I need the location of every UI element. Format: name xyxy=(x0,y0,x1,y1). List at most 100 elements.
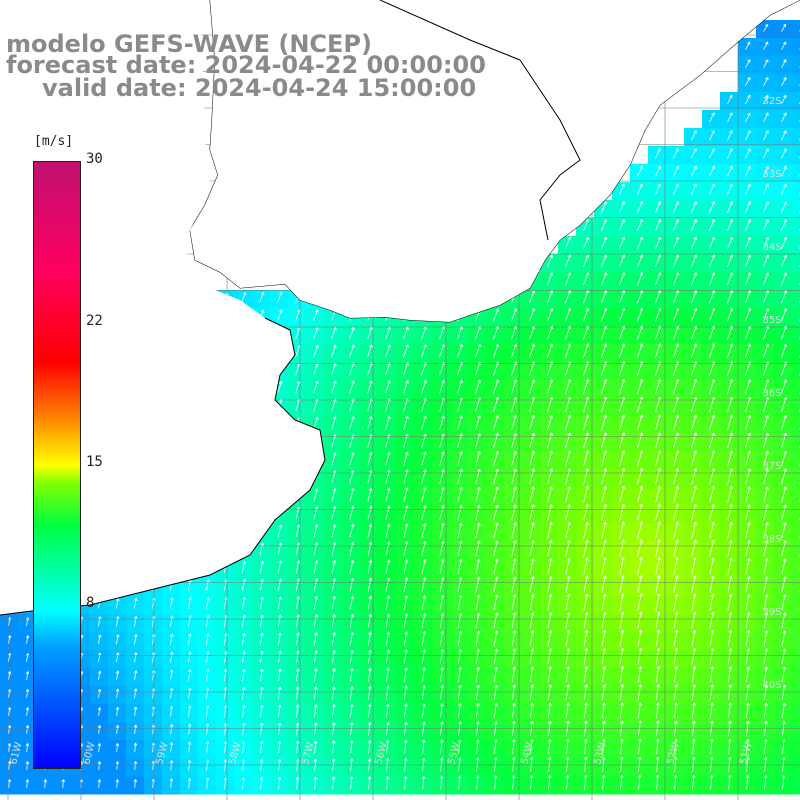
wind-arrow xyxy=(331,577,337,592)
wind-cell xyxy=(792,740,800,759)
wind-arrow xyxy=(763,558,769,575)
wind-arrow xyxy=(385,451,391,466)
wind-arrow xyxy=(511,757,516,772)
wind-arrow xyxy=(295,632,300,646)
wind-arrow xyxy=(655,521,661,539)
wind-arrow xyxy=(637,503,643,521)
wind-arrow xyxy=(475,468,481,485)
wind-arrow xyxy=(727,611,733,629)
wind-arrow xyxy=(709,130,715,141)
wind-arrow xyxy=(619,647,625,665)
wind-arrow xyxy=(422,703,426,718)
wind-arrow xyxy=(673,378,680,395)
wind-arrow xyxy=(169,778,174,789)
wind-arrow xyxy=(259,722,264,736)
wind-arrow xyxy=(277,291,283,303)
wind-arrow xyxy=(602,738,606,755)
forecast-date: forecast date: 2024-04-22 00:00:00 xyxy=(6,51,486,79)
wind-arrow xyxy=(709,575,715,593)
wind-arrow xyxy=(403,739,408,754)
wind-arrow xyxy=(529,540,535,557)
wind-arrow xyxy=(709,702,714,719)
wind-arrow xyxy=(583,254,589,268)
wind-arrow xyxy=(781,183,787,195)
wind-arrow xyxy=(601,702,606,719)
wind-arrow xyxy=(781,450,787,467)
wind-arrow xyxy=(655,343,662,358)
wind-arrow xyxy=(277,740,282,754)
wind-arrow xyxy=(529,307,535,322)
wind-arrow xyxy=(457,594,463,611)
wind-arrow xyxy=(709,648,715,665)
wind-arrow xyxy=(547,307,554,322)
wind-arrow xyxy=(745,94,751,105)
wind-arrow xyxy=(403,667,408,682)
wind-arrow xyxy=(583,593,589,611)
wind-arrow xyxy=(529,414,535,431)
wind-arrow xyxy=(727,557,733,575)
wind-arrow xyxy=(619,702,624,719)
wind-arrow xyxy=(529,576,535,593)
wind-arrow xyxy=(457,558,463,575)
wind-arrow xyxy=(403,380,409,394)
wind-arrow xyxy=(277,524,283,538)
wind-arrow xyxy=(655,272,662,286)
wind-arrow xyxy=(403,775,408,790)
wind-arrow xyxy=(763,41,769,50)
wind-arrow xyxy=(673,396,680,413)
wind-arrow xyxy=(727,702,732,719)
wind-arrow xyxy=(727,539,733,557)
wind-arrow xyxy=(691,539,697,557)
wind-arrow xyxy=(403,631,408,646)
wind-arrow xyxy=(295,650,300,664)
wind-arrow xyxy=(763,165,769,177)
wind-arrow xyxy=(439,487,445,502)
wind-arrow xyxy=(745,148,751,159)
wind-arrow xyxy=(673,272,680,286)
wind-arrow xyxy=(781,684,786,701)
wind-arrow xyxy=(259,614,264,628)
wind-arrow xyxy=(97,670,102,681)
wind-arrow xyxy=(583,236,589,250)
wind-arrow xyxy=(619,432,626,449)
wind-arrow xyxy=(673,539,679,557)
wind-arrow xyxy=(386,703,390,718)
latitude-label: 33S xyxy=(762,169,781,180)
wind-arrow xyxy=(673,343,680,358)
wind-arrow xyxy=(133,706,138,717)
wind-arrow xyxy=(727,593,733,611)
wind-arrow xyxy=(493,433,499,449)
wind-cell xyxy=(792,272,800,291)
wind-arrow xyxy=(331,559,337,574)
colorbar-tick-label: 30 xyxy=(86,151,103,167)
wind-arrow xyxy=(547,702,552,719)
wind-arrow xyxy=(421,344,427,358)
wind-arrow xyxy=(656,738,660,755)
wind-arrow xyxy=(367,487,373,502)
wind-arrow xyxy=(709,165,715,177)
wind-arrow xyxy=(403,613,409,628)
wind-arrow xyxy=(691,307,698,322)
wind-arrow xyxy=(313,560,319,574)
wind-arrow xyxy=(781,468,787,485)
wind-arrow xyxy=(727,414,733,431)
wind-arrow xyxy=(565,379,572,394)
wind-arrow xyxy=(529,666,534,683)
wind-arrow xyxy=(763,112,769,123)
wind-arrow xyxy=(529,702,534,719)
wind-arrow xyxy=(709,450,715,467)
wind-arrow xyxy=(691,684,696,701)
wind-arrow xyxy=(277,776,282,789)
wind-arrow xyxy=(763,254,769,268)
wind-arrow xyxy=(367,451,373,466)
wind-arrow xyxy=(331,452,337,466)
wind-arrow xyxy=(349,380,355,394)
wind-arrow xyxy=(295,776,300,790)
wind-arrow xyxy=(763,236,769,250)
wind-arrow xyxy=(547,540,553,557)
wind-arrow xyxy=(547,594,553,611)
wind-arrow xyxy=(763,702,768,719)
wind-arrow xyxy=(511,648,517,665)
wind-arrow xyxy=(7,671,12,680)
wind-arrow xyxy=(655,450,661,467)
